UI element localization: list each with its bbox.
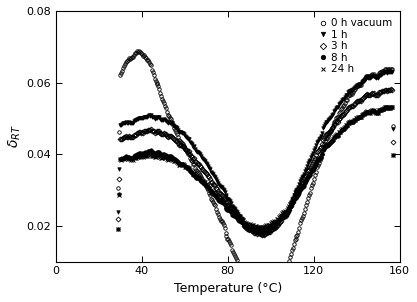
0 h vacuum bbox=[249, 286, 254, 289]
0 h vacuum bbox=[287, 255, 292, 259]
Line: 0 h vacuum: 0 h vacuum bbox=[116, 50, 395, 300]
24 h bbox=[344, 124, 349, 127]
8 h bbox=[286, 208, 291, 211]
8 h bbox=[248, 226, 253, 230]
1 h bbox=[391, 127, 396, 130]
8 h bbox=[389, 105, 394, 109]
1 h bbox=[343, 94, 348, 97]
0 h vacuum bbox=[159, 95, 164, 98]
0 h vacuum bbox=[116, 186, 121, 190]
24 h bbox=[272, 220, 277, 223]
3 h bbox=[345, 106, 350, 110]
0 h vacuum bbox=[274, 283, 279, 287]
0 h vacuum bbox=[391, 124, 396, 128]
Line: 3 h: 3 h bbox=[116, 88, 395, 236]
3 h bbox=[391, 140, 396, 143]
3 h bbox=[343, 109, 348, 113]
1 h bbox=[273, 224, 278, 228]
24 h bbox=[248, 223, 253, 226]
1 h bbox=[286, 205, 291, 209]
24 h bbox=[285, 207, 290, 210]
3 h bbox=[116, 217, 121, 221]
3 h bbox=[248, 228, 253, 231]
1 h bbox=[158, 117, 163, 120]
3 h bbox=[389, 88, 394, 91]
8 h bbox=[391, 153, 396, 157]
3 h bbox=[273, 226, 278, 229]
Legend: 0 h vacuum, 1 h, 3 h, 8 h, 24 h: 0 h vacuum, 1 h, 3 h, 8 h, 24 h bbox=[317, 16, 394, 77]
1 h bbox=[116, 210, 121, 214]
Y-axis label: $\delta_{RT}$: $\delta_{RT}$ bbox=[7, 124, 23, 148]
Line: 8 h: 8 h bbox=[116, 105, 395, 233]
X-axis label: Temperature (°C): Temperature (°C) bbox=[173, 282, 282, 295]
24 h bbox=[391, 153, 396, 157]
8 h bbox=[158, 152, 163, 155]
0 h vacuum bbox=[344, 98, 349, 102]
Line: 24 h: 24 h bbox=[116, 105, 395, 231]
8 h bbox=[345, 122, 350, 125]
1 h bbox=[259, 232, 264, 236]
3 h bbox=[259, 233, 264, 236]
8 h bbox=[343, 124, 348, 128]
8 h bbox=[116, 227, 121, 231]
0 h vacuum bbox=[346, 93, 351, 96]
24 h bbox=[389, 105, 394, 109]
3 h bbox=[158, 131, 163, 134]
0 h vacuum bbox=[136, 50, 141, 53]
3 h bbox=[286, 208, 291, 212]
8 h bbox=[259, 229, 264, 233]
0 h vacuum bbox=[261, 296, 266, 300]
24 h bbox=[158, 155, 163, 159]
24 h bbox=[342, 125, 347, 129]
1 h bbox=[389, 70, 394, 73]
1 h bbox=[345, 91, 350, 94]
Line: 1 h: 1 h bbox=[116, 70, 395, 236]
1 h bbox=[248, 226, 253, 230]
24 h bbox=[116, 227, 121, 231]
8 h bbox=[273, 223, 278, 226]
